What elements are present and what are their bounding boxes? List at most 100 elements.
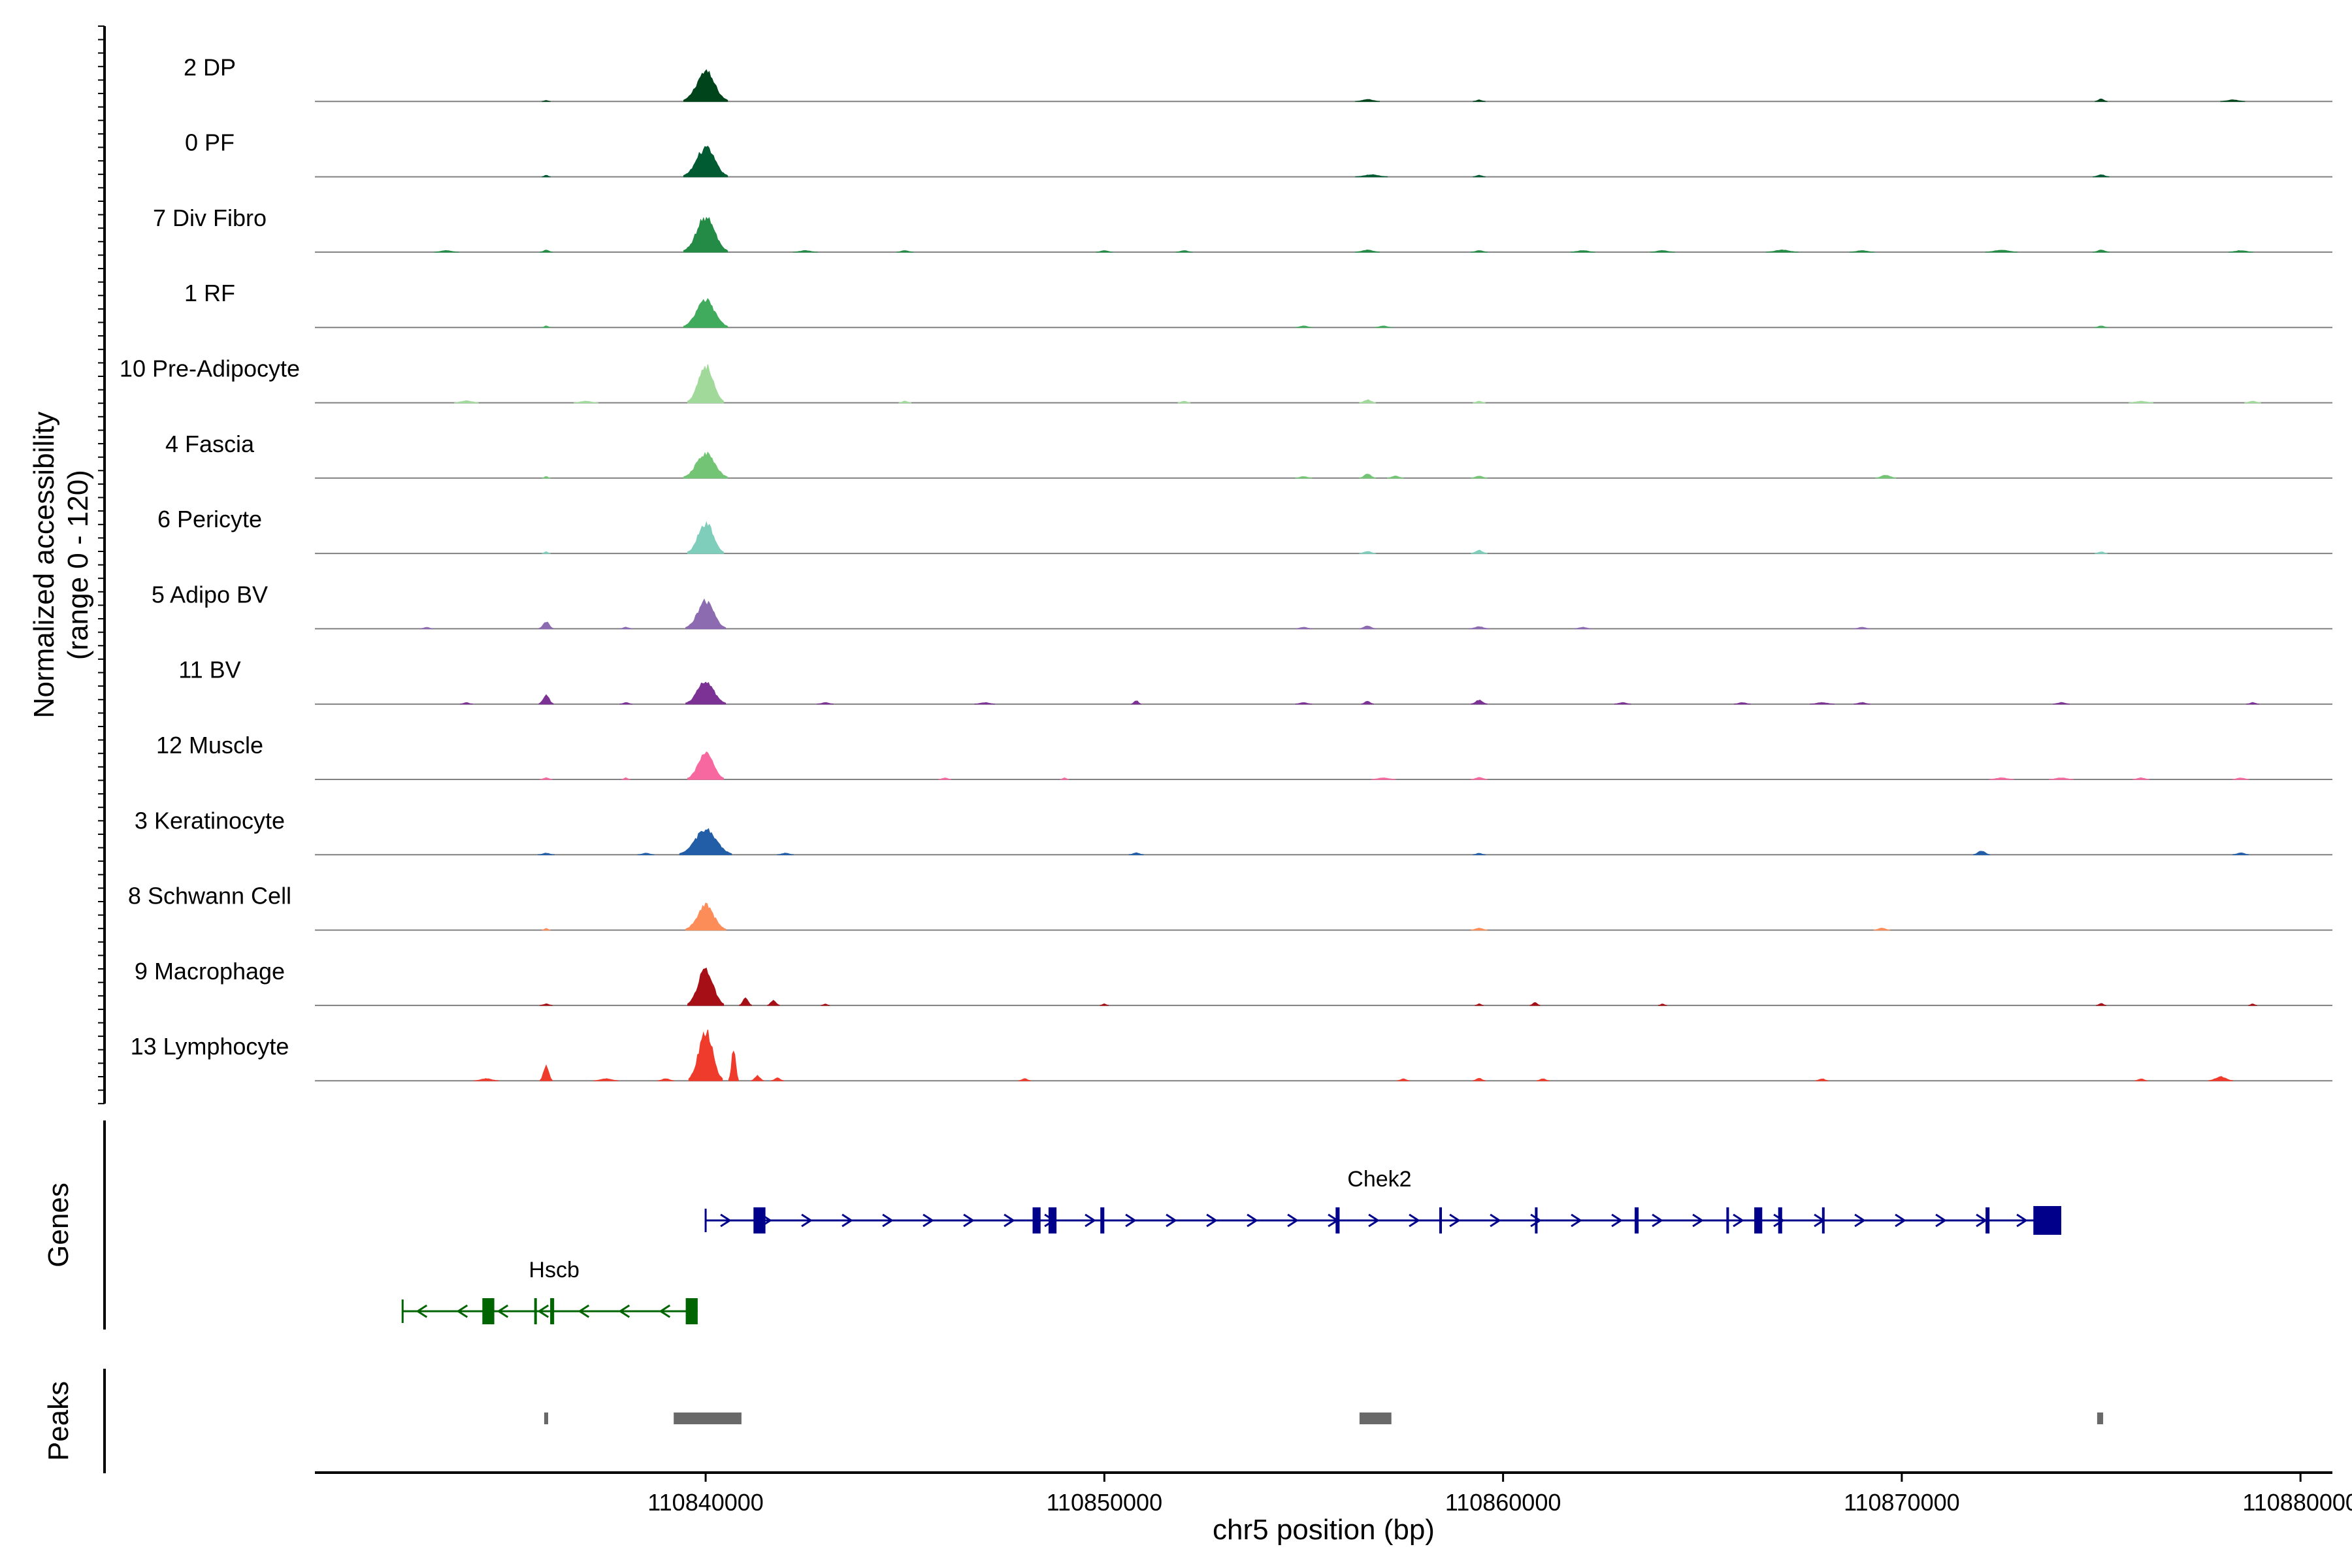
gene-exon <box>1754 1207 1763 1233</box>
gene-exon <box>1635 1207 1639 1233</box>
gene-exon <box>1335 1207 1340 1233</box>
accessibility-peak <box>2093 250 2110 253</box>
peak-region <box>544 1413 548 1424</box>
strand-chevron <box>1166 1213 1177 1228</box>
accessibility-peak <box>1355 174 1388 178</box>
gene-exon <box>1778 1207 1782 1233</box>
accessibility-peak <box>1985 250 2018 253</box>
strand-chevron <box>1773 1213 1785 1228</box>
accessibility-peak <box>771 1077 784 1081</box>
accessibility-peak <box>540 250 553 253</box>
accessibility-peak <box>1854 702 1870 705</box>
accessibility-peak <box>2053 702 2070 705</box>
accessibility-peak <box>1850 250 1874 253</box>
accessibility-peak <box>687 968 725 1006</box>
accessibility-peak <box>2134 1078 2148 1081</box>
accessibility-peak <box>1355 99 1380 102</box>
accessibility-peak <box>1060 777 1069 780</box>
accessibility-peak <box>1471 777 1488 780</box>
y-axis-title: Normalized accessibility(range 0 - 120) <box>28 412 94 718</box>
track-label: 10 Pre-Adipocyte <box>120 355 300 382</box>
strand-chevron <box>882 1213 894 1228</box>
left-axes: Normalized accessibility(range 0 - 120) G… <box>28 25 106 1473</box>
strand-chevron <box>1368 1213 1380 1228</box>
track-label: 2 DP <box>184 54 236 80</box>
track-label: 0 PF <box>185 129 235 156</box>
accessibility-peak <box>1473 1077 1486 1081</box>
accessibility-peak <box>1361 700 1374 705</box>
accessibility-peak <box>434 250 459 253</box>
gene-exon <box>1535 1207 1538 1233</box>
accessibility-peak <box>1614 702 1631 705</box>
accessibility-peak <box>1536 1078 1550 1081</box>
gene-exon <box>1048 1207 1057 1233</box>
strand-chevron <box>578 1304 590 1318</box>
strand-chevron <box>1449 1213 1461 1228</box>
accessibility-peak <box>898 400 911 404</box>
accessibility-peak <box>2232 852 2249 855</box>
accessibility-peak <box>685 902 727 931</box>
gene-exon <box>1439 1207 1442 1233</box>
strand-chevron <box>497 1304 509 1318</box>
accessibility-peak <box>540 1064 553 1081</box>
strand-chevron <box>1206 1213 1218 1228</box>
accessibility-peak <box>1175 250 1193 253</box>
track-label: 8 Schwann Cell <box>128 883 291 909</box>
accessibility-peak <box>751 1075 764 1081</box>
track-6-pericyte: 6 Pericyte <box>157 506 2332 555</box>
strand-chevron <box>456 1304 468 1318</box>
accessibility-peak <box>1131 700 1142 705</box>
gene-exon <box>1726 1207 1729 1233</box>
accessibility-peak <box>1096 250 1113 253</box>
accessibility-peak <box>974 702 996 705</box>
accessibility-peak <box>2246 702 2259 705</box>
accessibility-peak <box>1875 474 1897 479</box>
track-3-keratinocyte: 3 Keratinocyte <box>135 807 2332 856</box>
accessibility-peak <box>1475 1003 1484 1006</box>
strand-chevron <box>1409 1213 1420 1228</box>
accessibility-peak <box>637 853 655 855</box>
accessibility-peak <box>2248 1004 2257 1006</box>
strand-chevron <box>1854 1213 1866 1228</box>
accessibility-peak <box>1128 852 1144 855</box>
accessibility-peak <box>685 598 727 629</box>
strand-chevron <box>416 1304 428 1318</box>
accessibility-peak <box>1471 549 1488 554</box>
gene-exon <box>534 1298 537 1324</box>
x-tick-label: 110860000 <box>1445 1489 1561 1516</box>
strand-chevron <box>618 1304 630 1318</box>
accessibility-peak <box>683 216 728 253</box>
peak-region <box>674 1413 742 1424</box>
accessibility-peak <box>1816 1078 1829 1081</box>
accessibility-peak <box>420 627 433 629</box>
gene-exon <box>2033 1206 2061 1235</box>
gene-annotation-track: Chek2 Hscb <box>401 1167 2062 1324</box>
accessibility-peak <box>1375 325 1392 328</box>
x-tick-label: 110880000 <box>2242 1489 2352 1516</box>
accessibility-peak <box>1469 626 1490 629</box>
strand-chevron <box>1004 1213 1015 1228</box>
accessibility-peak <box>574 400 598 404</box>
gene-label: Chek2 <box>1347 1167 1411 1192</box>
accessibility-peak <box>739 997 752 1006</box>
accessibility-peak <box>687 364 725 404</box>
y-axis-title-line1: Normalized accessibility <box>28 412 60 718</box>
accessibility-peak <box>1570 250 1595 253</box>
accessibility-peak <box>687 521 725 554</box>
accessibility-peak <box>621 777 630 780</box>
accessibility-peak <box>2220 99 2246 102</box>
accessibility-peak <box>2132 777 2149 780</box>
strand-chevron <box>1530 1213 1542 1228</box>
track-8-schwann-cell: 8 Schwann Cell <box>128 883 2332 931</box>
track-1-rf: 1 RF <box>184 280 2332 329</box>
accessibility-peak <box>454 400 479 404</box>
accessibility-peak <box>619 627 632 629</box>
accessibility-peak <box>538 621 554 629</box>
strand-chevron <box>1652 1213 1663 1228</box>
track-label: 3 Keratinocyte <box>135 807 285 834</box>
track-label: 12 Muscle <box>156 732 263 759</box>
track-4-fascia: 4 Fascia <box>165 431 2332 479</box>
peaks-axis-title: Peaks <box>42 1381 74 1461</box>
accessibility-peak <box>1473 853 1486 855</box>
strand-chevron <box>1976 1213 1987 1228</box>
